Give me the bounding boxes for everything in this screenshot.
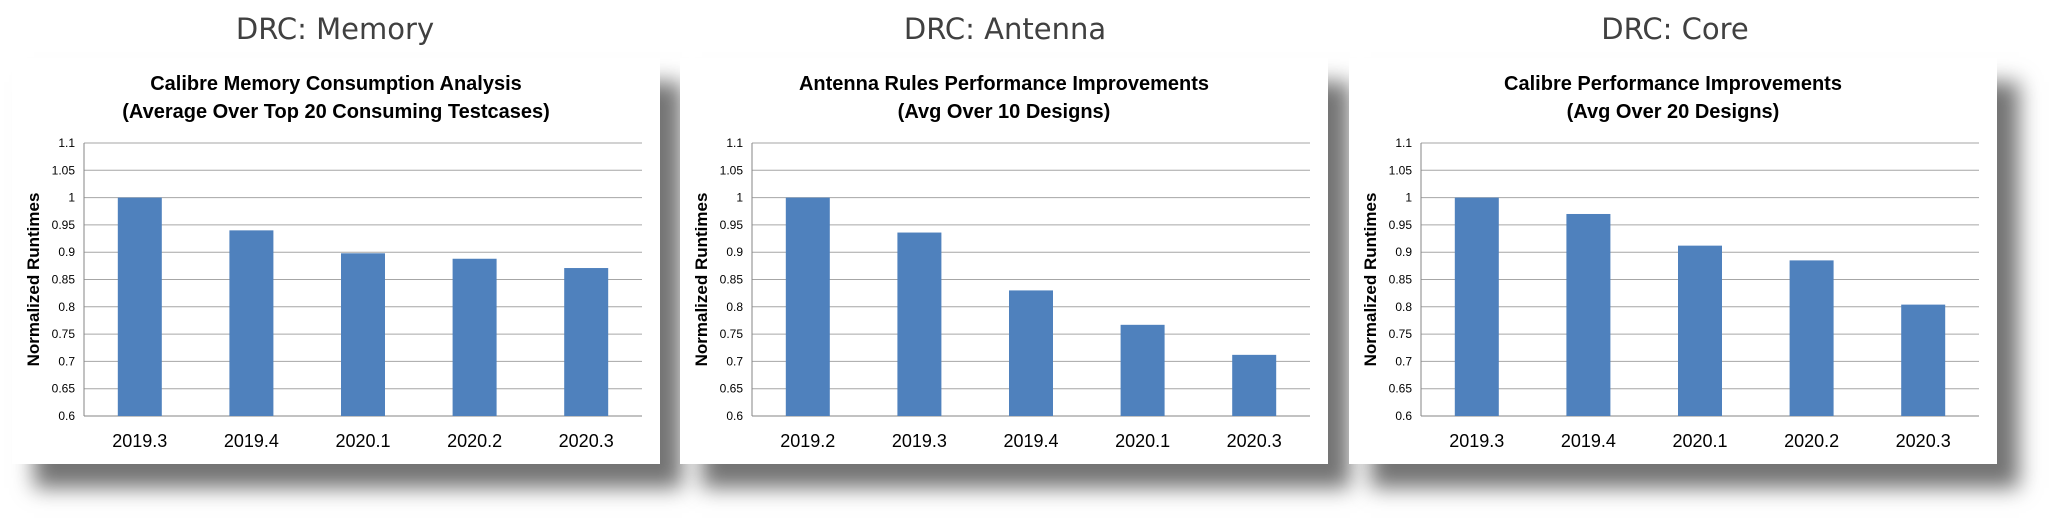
y-axis-label: Normalized Runtimes: [24, 193, 43, 367]
bar: [117, 197, 162, 416]
bar: [341, 253, 385, 416]
y-tick-label: 0.75: [52, 327, 76, 341]
bar: [1120, 324, 1165, 416]
x-tick-label: 2020.1: [1672, 431, 1727, 451]
y-tick-label: 0.8: [726, 300, 743, 314]
panel-heading: DRC: Core: [1601, 12, 1749, 46]
x-tick-label: 2020.2: [1784, 431, 1839, 451]
chart-card: Calibre Performance Improvements (Avg Ove…: [1349, 58, 1997, 464]
bar: [1232, 354, 1277, 416]
y-tick-label: 0.75: [1389, 327, 1413, 341]
y-tick-label: 1: [736, 191, 743, 205]
bar: [229, 230, 274, 416]
panel-heading: DRC: Antenna: [903, 12, 1107, 46]
bar: [1901, 304, 1946, 416]
chart-core: Calibre Performance Improvements (Avg Ove…: [1361, 73, 1979, 451]
chart-title-line: (Avg Over 20 Designs): [1567, 101, 1780, 123]
bar: [897, 232, 942, 416]
chart-title-line: (Average Over Top 20 Consuming Testcases…: [122, 101, 550, 123]
x-tick-label: 2019.3: [892, 431, 947, 451]
chart-card: Calibre Memory Consumption Analysis (Aver…: [12, 58, 660, 464]
y-tick-label: 0.8: [1395, 300, 1412, 314]
chart-title-line: (Avg Over 10 Designs): [898, 101, 1111, 123]
x-tick-label: 2019.2: [780, 431, 835, 451]
y-tick-label: 0.65: [720, 382, 744, 396]
y-tick-label: 0.65: [52, 382, 76, 396]
chart-title-line: Calibre Memory Consumption Analysis: [150, 73, 522, 95]
panel-antenna: DRC: Antenna Antenna Rules Performance I…: [670, 0, 1340, 530]
bar: [564, 268, 609, 416]
y-tick-label: 1.1: [726, 136, 743, 150]
y-tick-label: 1: [1405, 191, 1412, 205]
bar: [452, 258, 497, 416]
chart-title-line: Calibre Performance Improvements: [1504, 73, 1842, 95]
y-tick-label: 0.75: [720, 327, 744, 341]
y-tick-label: 0.7: [1395, 354, 1412, 368]
bar: [1566, 213, 1611, 416]
x-tick-label: 2020.3: [1896, 431, 1951, 451]
y-tick-label: 0.65: [1389, 382, 1413, 396]
panel-heading: DRC: Memory: [235, 12, 435, 46]
bar: [1789, 260, 1834, 416]
x-tick-label: 2019.4: [1003, 431, 1058, 451]
chart-memory: Calibre Memory Consumption Analysis (Aver…: [24, 73, 642, 451]
y-tick-label: 1.05: [1389, 163, 1413, 177]
x-tick-label: 2019.3: [1449, 431, 1504, 451]
y-tick-label: 0.7: [726, 354, 743, 368]
y-tick-label: 1.05: [720, 163, 744, 177]
y-tick-label: 1.05: [52, 163, 76, 177]
bar: [1678, 245, 1722, 416]
y-axis-label: Normalized Runtimes: [692, 193, 711, 367]
chart-antenna: Antenna Rules Performance Improvements (A…: [692, 73, 1310, 451]
y-tick-label: 0.7: [58, 354, 75, 368]
y-tick-label: 0.85: [720, 273, 744, 287]
y-tick-label: 0.9: [1395, 245, 1412, 259]
y-tick-label: 0.85: [1389, 273, 1413, 287]
y-tick-label: 0.95: [1389, 218, 1413, 232]
bar: [1009, 290, 1053, 416]
x-tick-label: 2020.1: [335, 431, 390, 451]
panel-memory: DRC: Memory Calibre Memory Consumption A…: [0, 0, 670, 530]
y-tick-label: 1.1: [1395, 136, 1412, 150]
x-tick-label: 2019.3: [112, 431, 167, 451]
x-tick-label: 2020.3: [559, 431, 614, 451]
x-tick-label: 2019.4: [224, 431, 279, 451]
panel-core: DRC: Core Calibre Performance Improvemen…: [1340, 0, 2010, 530]
y-tick-label: 0.95: [720, 218, 744, 232]
y-tick-label: 1.1: [58, 136, 75, 150]
y-tick-label: 0.85: [52, 273, 76, 287]
chart-card: Antenna Rules Performance Improvements (A…: [680, 58, 1328, 464]
y-tick-label: 0.8: [58, 300, 75, 314]
x-tick-label: 2020.1: [1115, 431, 1170, 451]
bar: [785, 197, 830, 416]
x-tick-label: 2020.3: [1227, 431, 1282, 451]
y-tick-label: 0.6: [726, 409, 743, 423]
y-tick-label: 1: [68, 191, 75, 205]
x-tick-label: 2020.2: [447, 431, 502, 451]
chart-title-line: Antenna Rules Performance Improvements: [799, 73, 1209, 95]
y-axis-label: Normalized Runtimes: [1361, 193, 1380, 367]
y-tick-label: 0.6: [58, 409, 75, 423]
y-tick-label: 0.6: [1395, 409, 1412, 423]
y-tick-label: 0.9: [58, 245, 75, 259]
y-tick-label: 0.9: [726, 245, 743, 259]
bar: [1454, 197, 1499, 416]
x-tick-label: 2019.4: [1561, 431, 1616, 451]
y-tick-label: 0.95: [52, 218, 76, 232]
